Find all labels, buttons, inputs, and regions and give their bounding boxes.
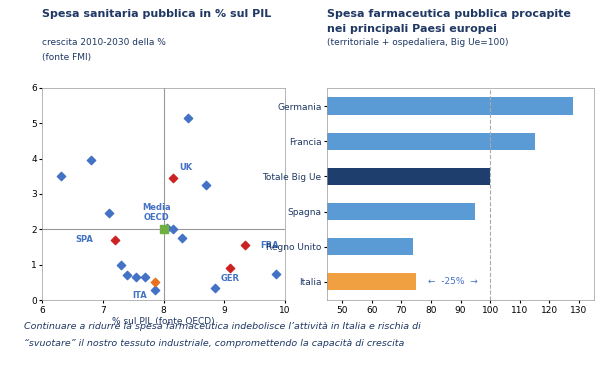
Text: Media
OECD: Media OECD xyxy=(142,203,171,222)
Point xyxy=(271,271,281,277)
Text: Continuare a ridurre la spesa farmaceutica indebolisce l’attività in Italia e ri: Continuare a ridurre la spesa farmaceuti… xyxy=(24,322,421,331)
Point xyxy=(132,274,141,280)
Text: ITA: ITA xyxy=(132,291,147,300)
Point xyxy=(201,182,211,188)
Point xyxy=(162,225,171,231)
Text: “svuotare” il nostro tessuto industriale, compromettendo la capacità di crescita: “svuotare” il nostro tessuto industriale… xyxy=(24,339,405,348)
Bar xyxy=(327,273,416,291)
Bar xyxy=(327,238,413,255)
Point xyxy=(168,175,178,181)
Point xyxy=(210,285,220,291)
Point xyxy=(141,274,150,280)
Point xyxy=(225,265,235,271)
Bar xyxy=(327,203,475,220)
Point xyxy=(183,115,193,121)
Text: Spesa farmaceutica pubblica procapite: Spesa farmaceutica pubblica procapite xyxy=(327,9,571,19)
Text: FRA: FRA xyxy=(261,241,279,250)
Bar xyxy=(327,97,573,115)
X-axis label: % sul PIL (fonte OECD): % sul PIL (fonte OECD) xyxy=(112,317,215,326)
Point xyxy=(116,262,126,268)
Text: crescita 2010-2030 della %: crescita 2010-2030 della % xyxy=(42,38,166,48)
Point xyxy=(110,237,120,243)
Point xyxy=(150,280,159,285)
Text: (fonte FMI): (fonte FMI) xyxy=(42,53,92,62)
Text: ←  -25%  →: ← -25% → xyxy=(428,277,478,286)
Text: nei principali Paesi europei: nei principali Paesi europei xyxy=(327,24,497,34)
Point xyxy=(168,227,178,232)
Point xyxy=(241,242,250,248)
Point xyxy=(56,173,65,179)
Point xyxy=(122,272,132,278)
Point xyxy=(104,210,114,216)
Point xyxy=(159,227,168,232)
Point xyxy=(150,287,159,292)
Point xyxy=(86,157,96,163)
Point xyxy=(177,235,187,241)
Text: Spesa sanitaria pubblica in % sul PIL: Spesa sanitaria pubblica in % sul PIL xyxy=(42,9,271,19)
Text: SPA: SPA xyxy=(76,235,93,244)
Text: GER: GER xyxy=(221,274,240,283)
Bar xyxy=(327,168,490,185)
Text: (territoriale + ospedaliera, Big Ue=100): (territoriale + ospedaliera, Big Ue=100) xyxy=(327,38,509,48)
Text: UK: UK xyxy=(179,163,192,172)
Bar xyxy=(327,132,534,150)
